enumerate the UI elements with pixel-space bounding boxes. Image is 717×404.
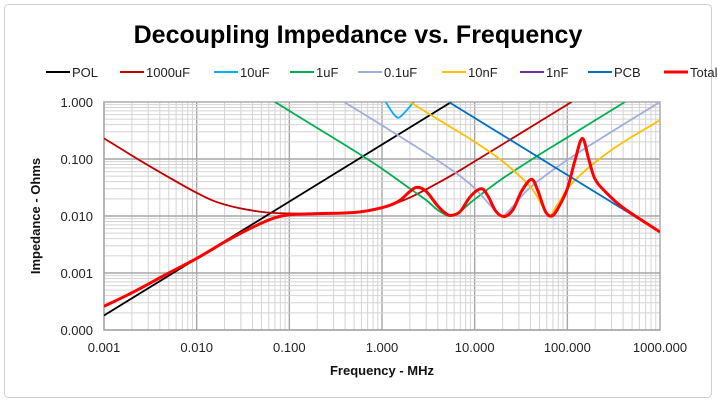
y-tick-label: 1.000: [60, 95, 93, 110]
legend-label: 1uF: [316, 65, 338, 80]
legend-label: 0.1uF: [384, 65, 417, 80]
legend-label: 1000uF: [146, 65, 190, 80]
y-tick-label: 0.100: [60, 152, 93, 167]
x-tick-label: 100.000: [544, 340, 591, 355]
legend: POL 1000uF 10uF 1uF 0.1uF 10nF 1nF PCB Total: [46, 65, 717, 80]
x-tick-label: 0.001: [88, 340, 121, 355]
y-tick-label: 0.001: [60, 266, 93, 281]
series-line-10uf: [385, 102, 415, 119]
x-tick-label: 0.100: [273, 340, 306, 355]
chart-title: Decoupling Impedance vs. Frequency: [134, 21, 583, 49]
x-tick-label: 1.000: [366, 340, 399, 355]
legend-label: 10nF: [468, 65, 498, 80]
series-group: [104, 102, 660, 317]
legend-label: POL: [72, 65, 98, 80]
y-axis-label: Impedance - Ohms: [28, 158, 43, 274]
legend-label: 1nF: [546, 65, 568, 80]
series-line-pol: [104, 102, 452, 317]
x-tick-label: 1000.000: [633, 340, 687, 355]
y-tick-labels: 1.000 0.100 0.010 0.001 0.000: [60, 95, 93, 338]
y-tick-label: 0.000: [60, 323, 93, 338]
y-tick-label: 0.010: [60, 209, 93, 224]
legend-label: 10uF: [240, 65, 270, 80]
legend-label: PCB: [614, 65, 641, 80]
plot-area-border: [103, 101, 661, 331]
x-tick-labels: 0.001 0.010 0.100 1.000 10.000 100.000 1000.00…: [88, 340, 687, 355]
grid: [103, 101, 661, 331]
series-line-total: [104, 136, 660, 308]
chart-border: [4, 4, 712, 398]
x-axis-label: Frequency - MHz: [330, 363, 435, 378]
x-tick-label: 0.010: [180, 340, 213, 355]
legend-label: Total: [690, 65, 717, 80]
x-tick-label: 10.000: [455, 340, 495, 355]
